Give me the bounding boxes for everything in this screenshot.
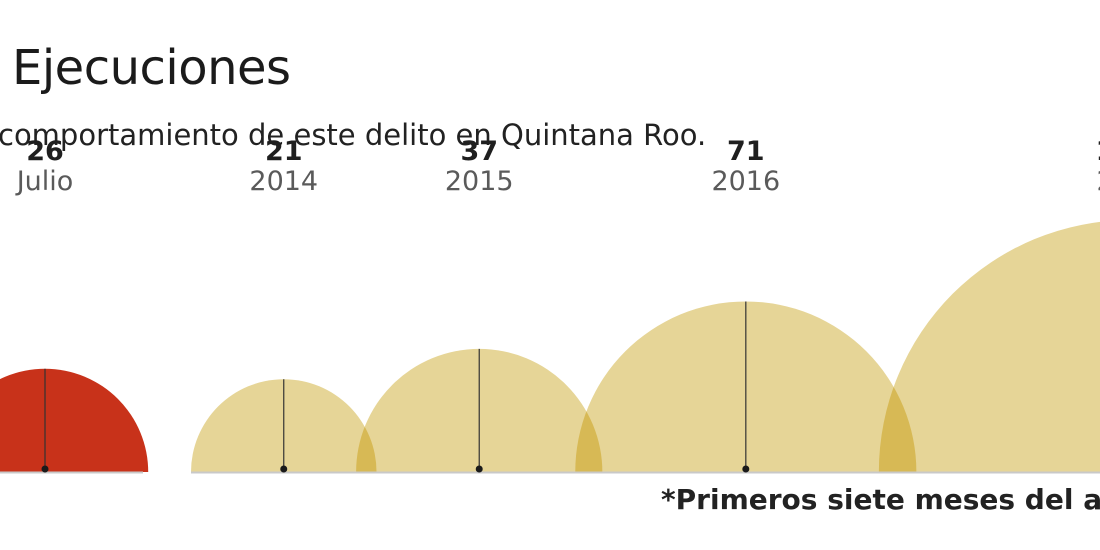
value-highlight: 26 — [26, 136, 64, 167]
label-2014: 2014 — [249, 166, 318, 197]
footnote: *Primeros siete meses del añ — [661, 483, 1100, 516]
bubble-2017 — [878, 222, 1100, 472]
value-2014: 21 — [265, 136, 303, 167]
dot-2015 — [475, 465, 483, 473]
dot-highlight — [41, 465, 49, 473]
dot-2016 — [742, 465, 750, 473]
value-2016: 71 — [727, 136, 765, 167]
bubble-highlight — [0, 368, 149, 472]
value-2015: 37 — [460, 136, 498, 167]
chart-title: Ejecuciones — [12, 40, 291, 96]
label-2016: 2016 — [711, 166, 780, 197]
label-2017: 2017 — [1096, 166, 1100, 197]
dot-2014 — [280, 465, 288, 473]
chart-subtitle: comportamiento de este delito en Quintan… — [0, 118, 707, 152]
value-2017: 155* — [1096, 136, 1100, 167]
label-highlight: Julio — [15, 166, 74, 197]
label-2015: 2015 — [445, 166, 514, 197]
